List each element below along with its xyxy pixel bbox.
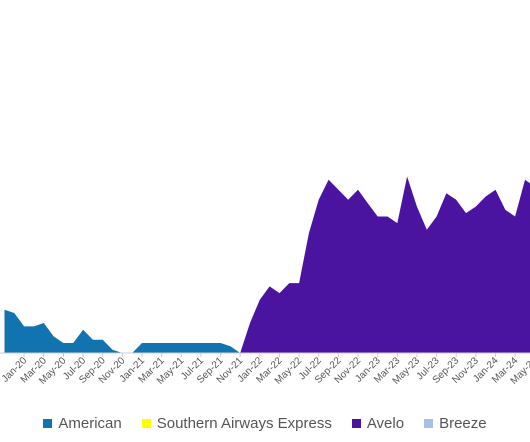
area-series-avelo[interactable] (240, 176, 530, 354)
legend-item-southern-airways-express[interactable]: Southern Airways Express (141, 414, 332, 432)
legend-swatch-breeze (424, 418, 434, 428)
legend-item-american[interactable]: American (43, 414, 122, 432)
legend-label-american: American (58, 414, 122, 432)
legend-item-breeze[interactable]: Breeze (424, 415, 487, 432)
legend-label-breeze: Breeze (439, 414, 487, 432)
legend: American Southern Airways Express Avelo … (0, 412, 530, 434)
chart-plot: Jan-20Mar-20May-20Jul-20Sep-20Nov-20Jan-… (0, 176, 530, 387)
legend-label-avelo: Avelo (366, 414, 405, 432)
legend-label-southern-airways-express: Southern Airways Express (156, 414, 332, 432)
x-axis-ticks: Jan-20Mar-20May-20Jul-20Sep-20Nov-20Jan-… (0, 353, 530, 387)
legend-item-avelo[interactable]: Avelo (351, 414, 405, 432)
legend-swatch-american (43, 418, 53, 428)
area-series-american[interactable] (4, 309, 241, 353)
series-layer (4, 176, 530, 354)
legend-swatch-avelo (351, 418, 361, 428)
legend-swatch-southern-airways-express (141, 418, 151, 428)
